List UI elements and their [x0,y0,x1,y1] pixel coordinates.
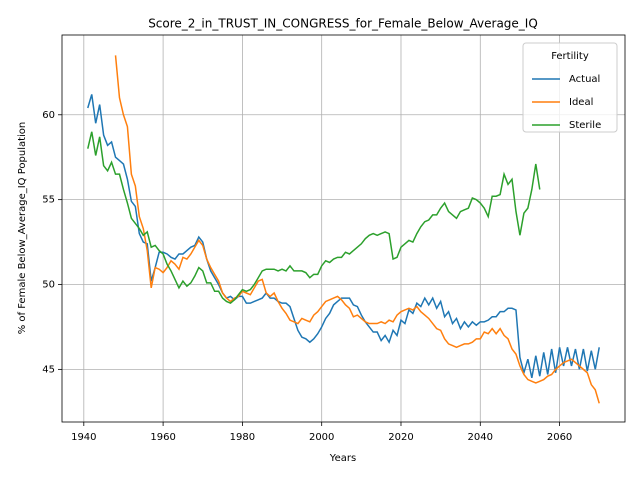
x-tick-label: 2060 [547,432,572,443]
legend-box [522,42,618,133]
x-tick-label: 2040 [468,432,493,443]
chart-title: Score_2_in_TRUST_IN_CONGRESS_for_Female_… [148,17,538,31]
data-line [87,131,541,305]
data-line [114,55,600,404]
legend: Fertility Actual Ideal Sterile [522,42,618,133]
x-tick-label: 2000 [309,432,334,443]
legend-title: Fertility [551,51,589,62]
y-tick-label: 60 [42,110,55,121]
x-tick-label: 1940 [71,432,96,443]
data-line [87,94,600,379]
legend-label: Ideal [569,97,593,108]
legend-label: Actual [569,74,600,85]
x-tick-label: 1980 [230,432,255,443]
x-axis-label: Years [329,453,356,464]
y-tick-label: 45 [42,364,55,375]
y-axis-label: % of Female Below_Average_IQ Population [17,122,28,335]
x-tick-label: 2020 [388,432,413,443]
plot-frame [61,34,626,423]
legend-label: Sterile [569,120,601,131]
y-tick-label: 50 [42,280,55,291]
y-tick-label: 55 [42,195,55,206]
x-tick-label: 1960 [150,432,175,443]
